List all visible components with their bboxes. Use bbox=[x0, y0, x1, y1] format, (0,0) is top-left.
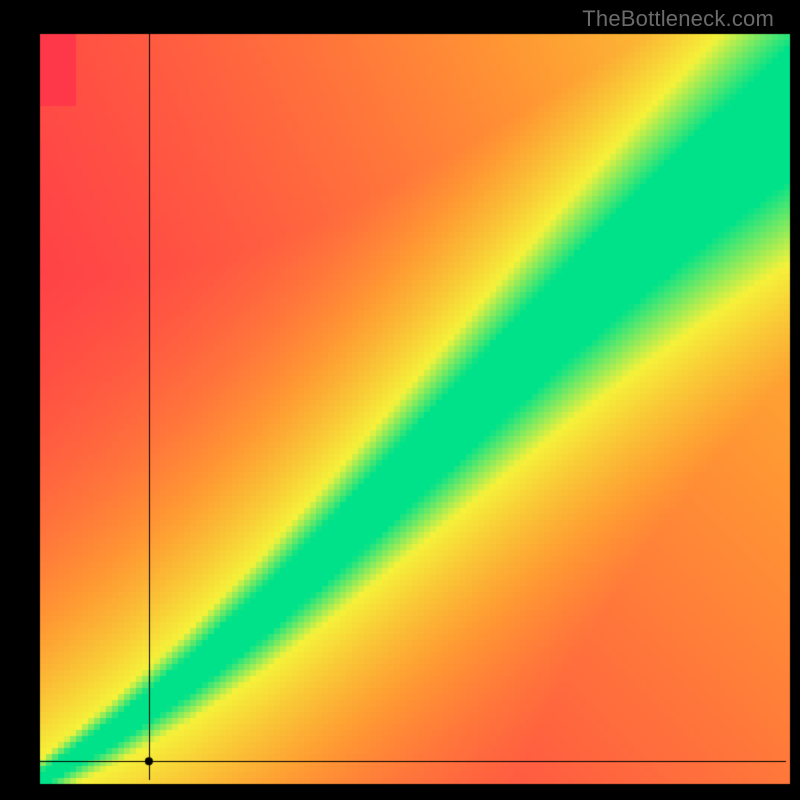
watermark-text: TheBottleneck.com bbox=[582, 6, 774, 32]
bottleneck-heatmap bbox=[0, 0, 800, 800]
